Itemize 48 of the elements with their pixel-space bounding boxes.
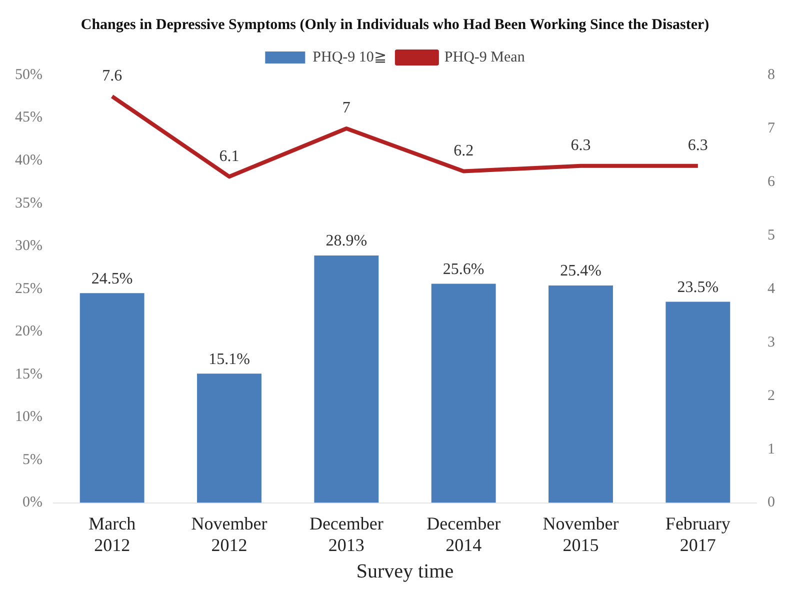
y-tick-label: 5% bbox=[22, 452, 42, 468]
x-tick-label: December 2014 bbox=[426, 513, 501, 555]
data-label: 6.3 bbox=[688, 137, 708, 154]
bar bbox=[314, 256, 379, 503]
y-tick-label: 15% bbox=[14, 366, 42, 382]
data-label: 15.1% bbox=[208, 350, 250, 368]
y2-tick-label: 6 bbox=[768, 174, 776, 190]
y2-tick-label: 5 bbox=[768, 227, 775, 244]
bar bbox=[197, 374, 262, 503]
y2-tick-label: 8 bbox=[768, 66, 775, 83]
y-tick-label: 45% bbox=[14, 110, 42, 126]
y2-tick-label: 1 bbox=[768, 441, 775, 458]
data-label: 25.4% bbox=[560, 262, 602, 280]
x-tick-label: March 2012 bbox=[88, 513, 136, 555]
data-label: 28.9% bbox=[326, 232, 368, 250]
y2-tick-label: 2 bbox=[768, 388, 775, 404]
y-tick-label: 25% bbox=[14, 280, 42, 297]
bar bbox=[666, 302, 730, 503]
x-axis-title: Survey time bbox=[356, 560, 454, 582]
data-label: 6.1 bbox=[219, 148, 240, 165]
y2-tick-label: 4 bbox=[768, 280, 776, 297]
y2-tick-label: 7 bbox=[768, 120, 776, 136]
x-tick-label: February 2017 bbox=[665, 513, 730, 555]
legend-label: PHQ-9 10≧ bbox=[312, 49, 387, 66]
data-label: 6.2 bbox=[454, 142, 474, 160]
bar bbox=[431, 284, 496, 503]
legend-label: PHQ-9 Mean bbox=[444, 49, 526, 66]
data-label: 7.6 bbox=[102, 68, 122, 85]
data-label: 25.6% bbox=[442, 260, 484, 278]
y-tick-label: 50% bbox=[14, 66, 42, 83]
y-tick-label: 30% bbox=[14, 238, 42, 254]
data-label: 7 bbox=[342, 100, 350, 117]
bar bbox=[548, 285, 613, 503]
y2-tick-label: 3 bbox=[768, 334, 775, 350]
x-tick-label: November 2012 bbox=[191, 513, 268, 555]
data-label: 23.5% bbox=[677, 278, 719, 296]
chart-title: Changes in Depressive Symptoms (Only in Individuals who Had Been Working Since the Disaster) bbox=[80, 16, 710, 33]
y-tick-label: 20% bbox=[14, 324, 42, 340]
bar bbox=[80, 293, 144, 503]
y-tick-label: 35% bbox=[14, 195, 42, 212]
y2-tick-label: 0 bbox=[768, 494, 775, 511]
data-label: 24.5% bbox=[91, 270, 133, 288]
x-tick-label: November 2015 bbox=[542, 513, 619, 555]
x-tick-label: December 2013 bbox=[309, 513, 384, 555]
y-tick-label: 10% bbox=[14, 409, 42, 426]
y-tick-label: 40% bbox=[14, 152, 42, 168]
y-tick-label: 0% bbox=[22, 494, 42, 511]
data-label: 6.3 bbox=[570, 137, 591, 154]
